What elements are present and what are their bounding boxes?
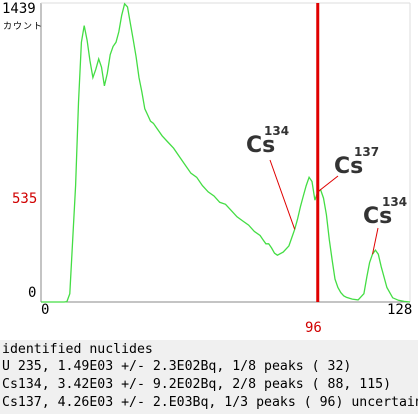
results-panel: identified nuclides U 235, 1.49E03 +/- 2…	[0, 340, 418, 414]
nuclide-tag-cs137: Cs 137	[334, 146, 379, 179]
nuclide-tag-cs134-right: Cs 134	[363, 196, 407, 229]
result-line-cs134: Cs134, 3.42E03 +/- 9.2E02Bq, 2/8 peaks (…	[2, 377, 392, 392]
y-axis-unit-label: カウント	[3, 22, 44, 32]
x-axis-min-label: 0	[41, 302, 50, 318]
nuclide-mass-number: 137	[354, 145, 380, 159]
y-cursor-count-label: 535	[12, 191, 38, 207]
result-line-u235: U 235, 1.49E03 +/- 2.3E02Bq, 1/8 peaks (…	[2, 359, 352, 374]
spectrum-plot[interactable]	[0, 0, 418, 340]
x-axis-max-label: 128	[387, 302, 413, 318]
result-line-cs137: Cs137, 4.26E03 +/- 2.E03Bq, 1/3 peaks ( …	[2, 395, 418, 410]
nuclide-symbol: Cs	[246, 133, 276, 158]
y-axis-zero-label: 0	[28, 285, 37, 301]
nuclide-symbol: Cs	[334, 154, 364, 179]
nuclide-leader-line	[372, 227, 379, 255]
nuclide-leader-line	[269, 159, 296, 230]
spectrum-series-line	[41, 2, 411, 303]
spectrum-panel: 1439 カウント 535 0 0 128 96 Cs 134 Cs 137 C…	[0, 0, 418, 340]
nuclide-tag-cs134-left: Cs 134	[246, 125, 289, 158]
nuclide-mass-number: 134	[264, 124, 290, 138]
nuclide-symbol: Cs	[363, 204, 393, 229]
results-header: identified nuclides	[2, 342, 153, 357]
nuclide-leader-line	[317, 175, 339, 193]
nuclide-mass-number: 134	[382, 195, 408, 209]
x-cursor-channel-label: 96	[305, 320, 322, 336]
y-axis-max-label: 1439	[2, 1, 36, 17]
